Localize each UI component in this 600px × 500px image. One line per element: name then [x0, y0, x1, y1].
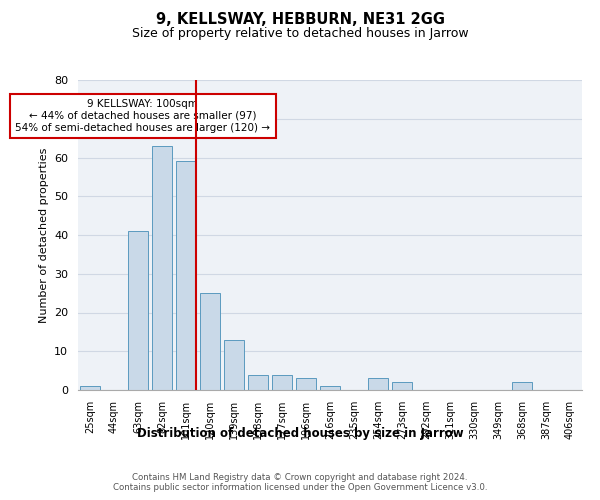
Bar [152, 146, 172, 390]
Text: Contains HM Land Registry data © Crown copyright and database right 2024.
Contai: Contains HM Land Registry data © Crown c… [113, 472, 487, 492]
Bar [392, 382, 412, 390]
Bar [272, 374, 292, 390]
Bar [176, 162, 196, 390]
Text: 9, KELLSWAY, HEBBURN, NE31 2GG: 9, KELLSWAY, HEBBURN, NE31 2GG [155, 12, 445, 28]
Bar [200, 293, 220, 390]
Bar [296, 378, 316, 390]
Bar [224, 340, 244, 390]
Y-axis label: Number of detached properties: Number of detached properties [38, 148, 49, 322]
Bar [248, 374, 268, 390]
Bar [128, 231, 148, 390]
Text: Distribution of detached houses by size in Jarrow: Distribution of detached houses by size … [137, 428, 463, 440]
Bar [320, 386, 340, 390]
Bar [80, 386, 100, 390]
Bar [368, 378, 388, 390]
Bar [512, 382, 532, 390]
Text: 9 KELLSWAY: 100sqm
← 44% of detached houses are smaller (97)
54% of semi-detache: 9 KELLSWAY: 100sqm ← 44% of detached hou… [16, 100, 271, 132]
Text: Size of property relative to detached houses in Jarrow: Size of property relative to detached ho… [131, 28, 469, 40]
